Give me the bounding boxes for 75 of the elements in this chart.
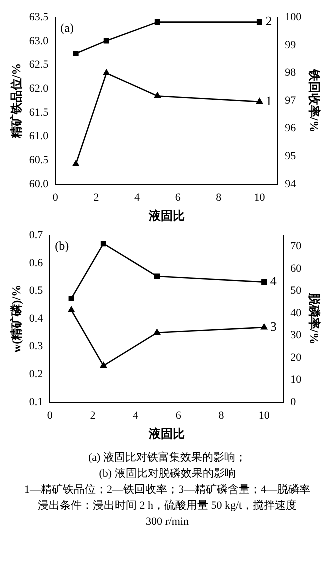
text: 浸出条件：浸出时间 2 h，硫酸用量 50 kg/t，搅拌速度 [36, 498, 298, 514]
x-tick-label: 4 [134, 192, 141, 204]
point [256, 98, 263, 104]
text: (a) 液固比对铁富集效果的影响； [88, 450, 248, 466]
point [154, 92, 161, 98]
y2-tick-label: 94 [285, 178, 297, 190]
x-tick-label: 6 [176, 410, 182, 422]
y-axis-title: w(精矿磷)/% [9, 285, 24, 353]
x-tick-label: 10 [258, 410, 270, 422]
y2-tick-label: 95 [285, 150, 297, 162]
x-tick-label: 0 [47, 410, 54, 422]
x-tick-label: 2 [90, 410, 96, 422]
y2-tick-label: 70 [290, 240, 302, 253]
y-tick-label: 0.3 [29, 340, 44, 353]
point [256, 20, 263, 26]
y2-tick-label: 100 [285, 11, 302, 24]
text: 300 r/min [144, 515, 190, 530]
y2-tick-label: 98 [285, 67, 297, 80]
y2-axis-title: 铁回收率/% [308, 68, 322, 133]
y-tick-label: 61.5 [29, 106, 50, 119]
point [262, 280, 268, 286]
series-label: 2 [266, 14, 272, 29]
y-tick-label: 61.0 [29, 130, 50, 143]
point [68, 296, 74, 302]
y-tick-label: 0.7 [29, 229, 44, 242]
point [72, 160, 80, 167]
x-tick-label: 0 [52, 192, 59, 204]
text: 1—精矿铁品位；2—铁回收率；3—精矿磷含量；4—脱磷率 [24, 482, 312, 498]
x-tick-label: 4 [133, 410, 140, 422]
point [104, 38, 110, 44]
series-label: 4 [270, 274, 278, 289]
point [154, 20, 160, 26]
x-tick-label: 6 [175, 192, 182, 204]
y2-tick-label: 30 [290, 330, 302, 342]
series-label: 1 [266, 93, 272, 108]
chart-title: (b) [55, 238, 70, 253]
y2-tick-label: 50 [290, 285, 302, 298]
series-label: 3 [270, 319, 277, 334]
y-tick-label: 60.0 [29, 178, 50, 190]
y-tick-label: 0.6 [29, 257, 44, 270]
y-tick-label: 63.5 [29, 11, 50, 24]
y2-tick-label: 40 [290, 307, 302, 320]
point [73, 50, 79, 57]
y2-tick-label: 10 [290, 374, 302, 386]
x-tick-label: 2 [94, 192, 100, 204]
x-tick-label: 10 [254, 192, 266, 204]
y-tick-label: 0.2 [29, 368, 44, 380]
y2-tick-label: 60 [290, 262, 302, 275]
y-tick-label: 62.5 [29, 59, 50, 72]
y2-axis-title: 脱磷率/% [308, 292, 322, 345]
point [154, 274, 160, 280]
y-tick-label: 62.0 [29, 82, 50, 95]
y-tick-label: 0.1 [29, 396, 44, 408]
x-axis-title: 液固比 [148, 426, 185, 441]
x-tick-label: 8 [216, 192, 222, 204]
y-tick-label: 0.5 [29, 285, 44, 298]
point [100, 241, 106, 247]
y-axis-title: 精矿铁品位/% [9, 63, 24, 140]
point [100, 362, 107, 368]
text: (b) 液固比对脱磷效果的影响 [98, 466, 237, 482]
y-tick-label: 63.0 [29, 35, 50, 48]
point [154, 329, 160, 336]
point [261, 324, 268, 330]
point [68, 306, 75, 313]
x-axis-title: 液固比 [148, 208, 185, 223]
x-tick-label: 8 [218, 410, 225, 422]
point [103, 70, 110, 76]
y2-tick-label: 0 [290, 396, 297, 408]
y2-tick-label: 96 [285, 122, 297, 135]
y2-tick-label: 97 [285, 94, 297, 107]
y-tick-label: 60.5 [29, 154, 50, 166]
y-tick-label: 0.4 [29, 312, 44, 325]
y2-tick-label: 20 [290, 352, 302, 364]
chart-title: (a) [60, 20, 74, 35]
y2-tick-label: 99 [285, 39, 297, 52]
